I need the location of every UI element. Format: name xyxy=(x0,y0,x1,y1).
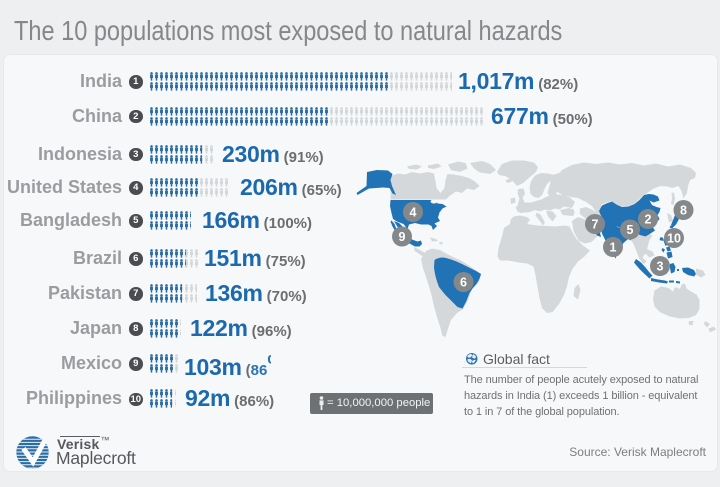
svg-text:5: 5 xyxy=(627,223,634,237)
svg-text:10: 10 xyxy=(667,232,681,246)
svg-text:2: 2 xyxy=(645,213,652,227)
svg-text:6: 6 xyxy=(460,276,467,290)
svg-text:3: 3 xyxy=(657,260,664,274)
svg-text:1: 1 xyxy=(610,241,617,255)
svg-text:9: 9 xyxy=(399,230,406,244)
svg-text:4: 4 xyxy=(410,206,417,220)
svg-text:8: 8 xyxy=(680,204,687,218)
svg-text:7: 7 xyxy=(592,218,599,232)
